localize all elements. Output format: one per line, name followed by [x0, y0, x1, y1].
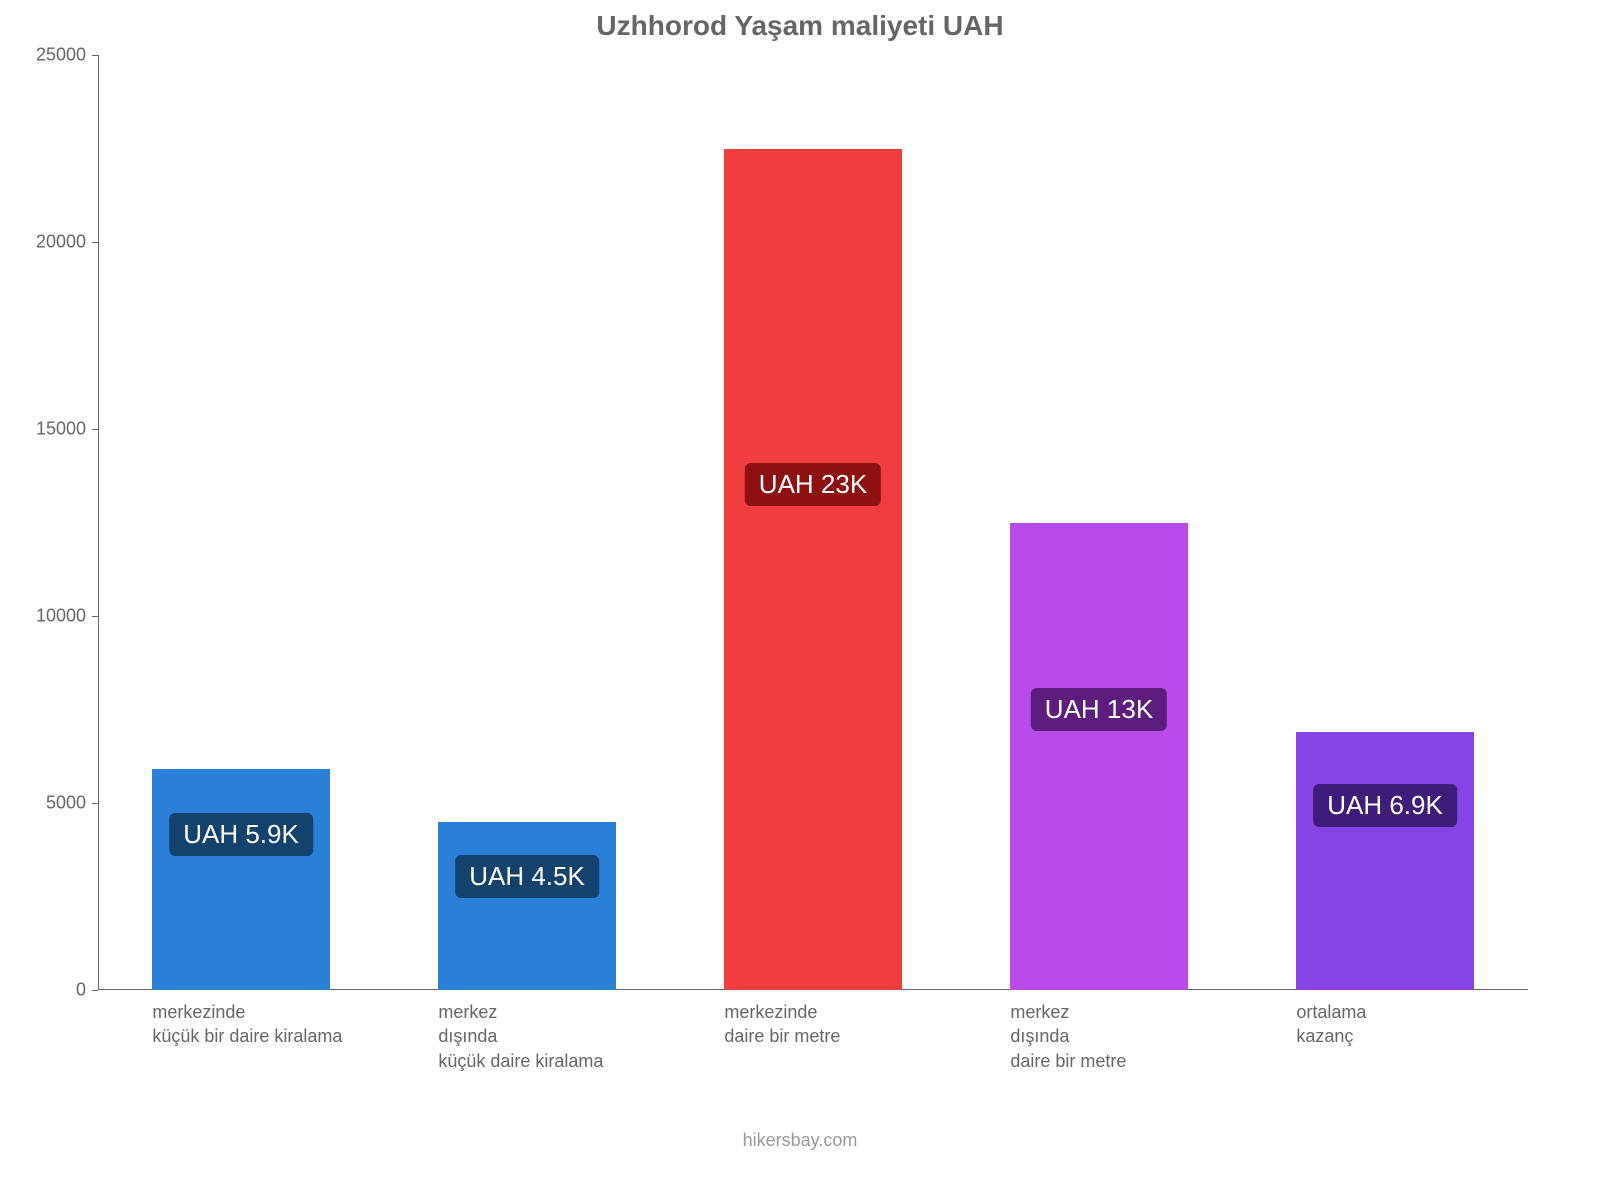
y-tick-label: 0: [0, 980, 86, 1001]
value-badge: UAH 6.9K: [1313, 784, 1457, 827]
attribution-text: hikersbay.com: [0, 1130, 1600, 1151]
y-tick-mark: [92, 616, 98, 617]
x-axis-label: merkezinde daire bir metre: [724, 1000, 840, 1049]
chart-container: Uzhhorod Yaşam maliyeti UAH 0 5000 10000 15…: [0, 0, 1600, 1200]
value-badge: UAH 23K: [745, 463, 881, 506]
x-axis-label: merkezinde küçük bir daire kiralama: [152, 1000, 342, 1049]
y-tick-label: 10000: [0, 606, 86, 627]
y-tick-mark: [92, 803, 98, 804]
bar: [438, 822, 615, 990]
y-tick-mark: [92, 990, 98, 991]
y-tick-label: 25000: [0, 45, 86, 66]
bar: [1296, 732, 1473, 990]
y-tick-mark: [92, 242, 98, 243]
y-tick-label: 15000: [0, 419, 86, 440]
bar: [1010, 523, 1187, 991]
value-badge: UAH 4.5K: [455, 855, 599, 898]
x-axis-label: merkez dışında küçük daire kiralama: [438, 1000, 603, 1073]
y-tick-mark: [92, 55, 98, 56]
bar: [152, 769, 329, 990]
y-tick-label: 5000: [0, 793, 86, 814]
y-tick-mark: [92, 429, 98, 430]
value-badge: UAH 5.9K: [169, 813, 313, 856]
y-tick-label: 20000: [0, 232, 86, 253]
chart-title: Uzhhorod Yaşam maliyeti UAH: [0, 10, 1600, 42]
bar: [724, 149, 901, 991]
x-axis-label: ortalama kazanç: [1296, 1000, 1366, 1049]
value-badge: UAH 13K: [1031, 688, 1167, 731]
x-axis-label: merkez dışında daire bir metre: [1010, 1000, 1126, 1073]
